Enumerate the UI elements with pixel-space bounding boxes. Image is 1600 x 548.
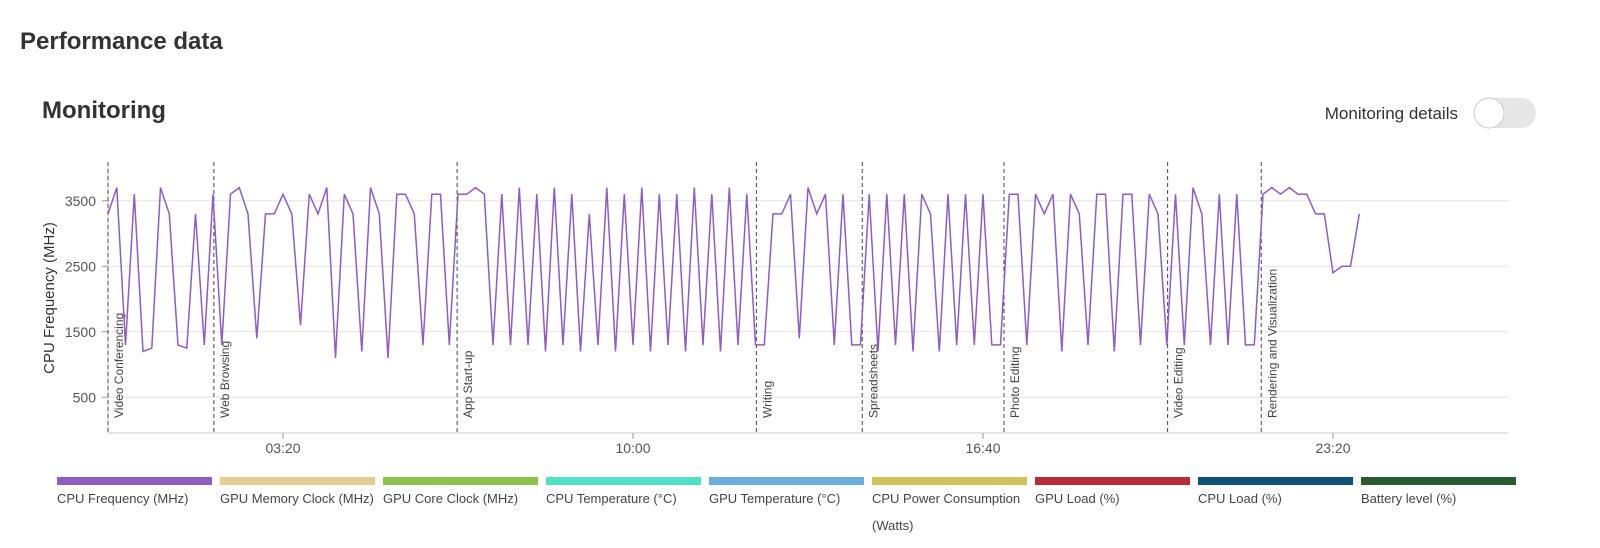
legend-swatch <box>383 477 538 485</box>
legend-swatch <box>709 477 864 485</box>
legend-swatch <box>57 477 212 485</box>
legend-label: CPU Temperature (°C) <box>546 491 677 506</box>
annotation-label: App Start-up <box>461 350 475 418</box>
y-tick-label: 500 <box>73 389 97 405</box>
section-title: Monitoring <box>42 97 166 124</box>
annotation-label: Video Editing <box>1172 348 1186 419</box>
annotation-label: Rendering and Visualization <box>1265 269 1279 418</box>
y-tick-label: 3500 <box>65 193 96 209</box>
y-tick-label: 1500 <box>65 324 96 340</box>
legend-swatch <box>1035 477 1190 485</box>
annotation-label: Photo Editing <box>1008 347 1022 418</box>
x-tick-label: 03:20 <box>265 440 300 456</box>
legend-label: CPU Frequency (MHz) <box>57 491 188 506</box>
y-axis-label: CPU Frequency (MHz) <box>41 222 58 374</box>
legend-swatch <box>1198 477 1353 485</box>
legend-label: GPU Load (%) <box>1035 491 1120 506</box>
legend-label: CPU Power Consumption (Watts) <box>872 491 1020 533</box>
legend-label: Battery level (%) <box>1361 491 1456 506</box>
x-tick-label: 16:40 <box>965 440 1000 456</box>
legend-label: GPU Core Clock (MHz) <box>383 491 518 506</box>
series-line <box>107 186 1361 358</box>
annotation-label: Web Browsing <box>218 341 232 418</box>
legend-swatch <box>546 477 701 485</box>
legend-label: GPU Temperature (°C) <box>709 491 840 506</box>
toggle[interactable] <box>1473 97 1536 129</box>
y-tick-label: 2500 <box>65 258 96 274</box>
page-title: Performance data <box>20 28 223 55</box>
legend-swatch <box>872 477 1027 485</box>
annotation-label: Writing <box>760 381 774 418</box>
x-tick-label: 10:00 <box>615 440 650 456</box>
legend-swatch <box>1361 477 1516 485</box>
legend-swatch <box>220 477 375 485</box>
x-tick-label: 23:20 <box>1315 440 1350 456</box>
legend-label: GPU Memory Clock (MHz) <box>220 491 374 506</box>
annotation-label: Spreadsheets <box>866 344 880 418</box>
annotation-label: Video Conferencing <box>112 313 126 418</box>
legend-label: CPU Load (%) <box>1198 491 1282 506</box>
toggle-label: Monitoring details <box>1325 104 1458 123</box>
